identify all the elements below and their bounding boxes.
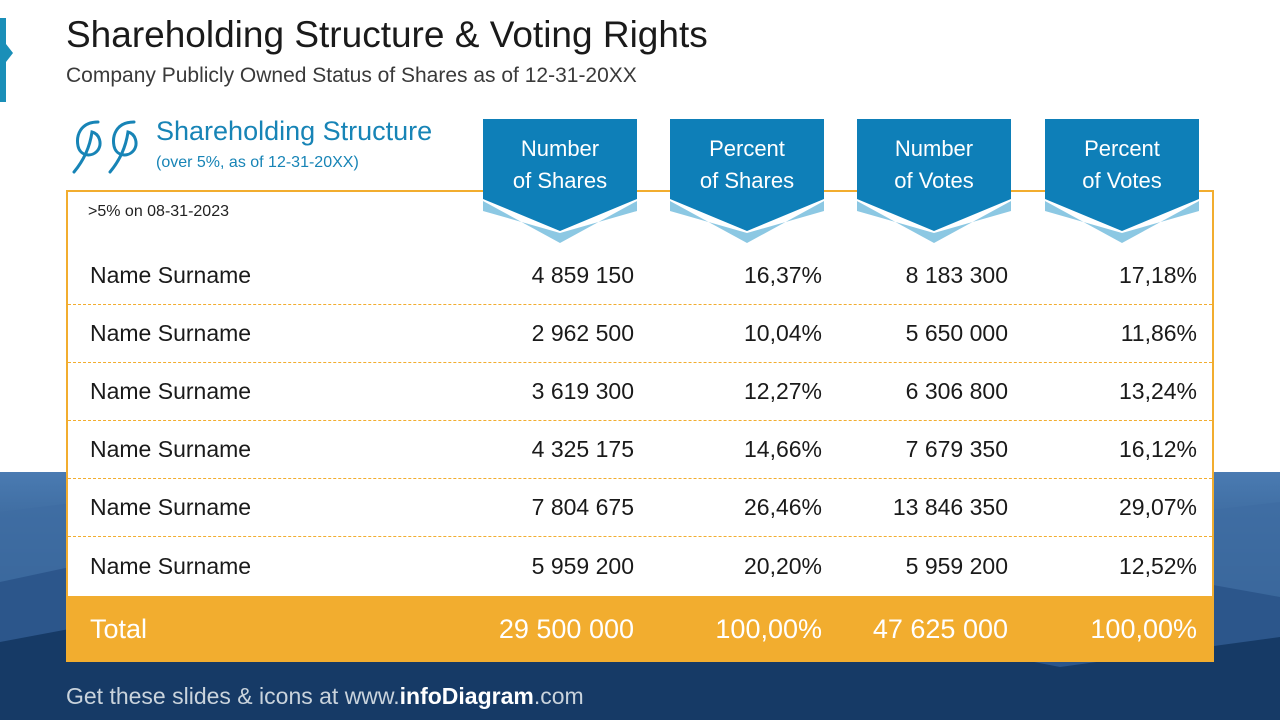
number-of-shares: 3 619 300 [531, 378, 634, 404]
table-row: Name Surname 5 959 200 20,20% 5 959 200 … [68, 537, 1212, 595]
number-of-shares: 7 804 675 [531, 494, 634, 520]
column-header-percent-of-shares: Percent of Shares [670, 119, 824, 243]
side-accent-notch [6, 44, 13, 62]
table-note: >5% on 08-31-2023 [88, 203, 229, 220]
percent-of-votes: 12,52% [1118, 553, 1197, 579]
table-row: Name Surname 4 859 150 16,37% 8 183 300 … [68, 246, 1212, 305]
number-of-votes: 5 650 000 [905, 320, 1008, 346]
number-of-votes: 7 679 350 [905, 436, 1008, 462]
footer-brand: infoDiagram [399, 683, 534, 709]
page-subtitle: Company Publicly Owned Status of Shares … [66, 64, 637, 87]
column-header-number-of-votes: Number of Votes [857, 119, 1011, 243]
percent-of-shares: 16,37% [743, 262, 822, 288]
column-header-line1: Percent [1084, 136, 1160, 161]
shareholder-name: Name Surname [90, 494, 252, 520]
table-row: Name Surname 4 325 175 14,66% 7 679 350 … [68, 420, 1212, 479]
percent-of-votes: 29,07% [1118, 494, 1197, 520]
number-of-shares: 4 859 150 [531, 262, 634, 288]
section-subtitle: (over 5%, as of 12-31-20XX) [156, 154, 359, 171]
column-header-line2: of Shares [699, 168, 795, 193]
table-row: Name Surname 3 619 300 12,27% 6 306 800 … [68, 362, 1212, 421]
number-of-shares: 5 959 200 [531, 553, 634, 579]
column-header-percent-of-votes: Percent of Votes [1045, 119, 1199, 243]
percent-of-shares: 10,04% [743, 320, 822, 346]
footer-prefix: Get these slides & icons at www. [66, 683, 400, 709]
table-row: Name Surname 7 804 675 26,46% 13 846 350… [68, 478, 1212, 537]
total-percent-of-shares: 100,00% [715, 614, 822, 644]
number-of-votes: 13 846 350 [892, 494, 1008, 520]
shareholder-name: Name Surname [90, 436, 252, 462]
column-header-number-of-shares: Number of Shares [483, 119, 637, 243]
section-title: Shareholding Structure [156, 116, 433, 146]
column-header-line2: of Votes [894, 168, 974, 193]
percent-of-votes: 11,86% [1120, 320, 1197, 346]
percent-of-shares: 14,66% [743, 436, 822, 462]
shareholder-name: Name Surname [90, 262, 252, 288]
percent-of-votes: 17,18% [1118, 262, 1197, 288]
percent-of-shares: 12,27% [743, 378, 822, 404]
total-percent-of-votes: 100,00% [1090, 614, 1197, 644]
percent-of-shares: 20,20% [743, 553, 822, 579]
side-accent-bar [0, 18, 6, 102]
table-row: Name Surname 2 962 500 10,04% 5 650 000 … [68, 304, 1212, 363]
shareholder-name: Name Surname [90, 553, 252, 579]
number-of-votes: 5 959 200 [905, 553, 1008, 579]
column-header-line2: of Shares [512, 168, 608, 193]
quote-icon [72, 120, 138, 174]
column-header-line1: Number [894, 136, 974, 161]
number-of-votes: 6 306 800 [905, 378, 1008, 404]
number-of-shares: 2 962 500 [531, 320, 634, 346]
total-number-of-votes: 47 625 000 [872, 614, 1008, 644]
column-header-line2: of Votes [1082, 168, 1162, 193]
percent-of-shares: 26,46% [743, 494, 822, 520]
total-number-of-shares: 29 500 000 [498, 614, 634, 644]
percent-of-votes: 16,12% [1118, 436, 1197, 462]
shareholder-name: Name Surname [90, 378, 252, 404]
shareholder-name: Name Surname [90, 320, 252, 346]
column-header-line1: Number [520, 136, 600, 161]
column-header-line1: Percent [709, 136, 785, 161]
footer-credit: Get these slides & icons at www.infoDiag… [66, 683, 584, 710]
percent-of-votes: 13,24% [1118, 378, 1197, 404]
number-of-votes: 8 183 300 [905, 262, 1008, 288]
total-label: Total [90, 614, 148, 644]
page-title: Shareholding Structure & Voting Rights [66, 14, 708, 55]
total-row: Total 29 500 000 100,00% 47 625 000 100,… [66, 596, 1214, 662]
number-of-shares: 4 325 175 [531, 436, 634, 462]
footer-suffix: .com [533, 683, 584, 709]
